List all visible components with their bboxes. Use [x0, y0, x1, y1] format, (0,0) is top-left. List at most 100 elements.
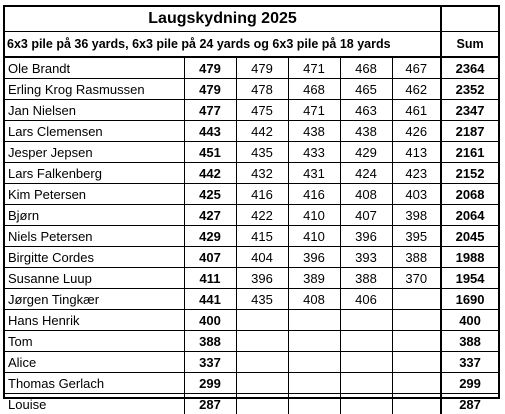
- score-2: [236, 352, 288, 373]
- score-5: 388: [392, 247, 441, 268]
- score-1: 441: [184, 289, 236, 310]
- archer-name: Kim Petersen: [5, 184, 184, 205]
- score-4: 408: [340, 184, 392, 205]
- score-5: [392, 331, 441, 352]
- score-sum: 2364: [441, 57, 498, 79]
- score-4: 468: [340, 57, 392, 79]
- score-5: 398: [392, 205, 441, 226]
- score-2: 478: [236, 79, 288, 100]
- score-2: 479: [236, 57, 288, 79]
- score-1: 429: [184, 226, 236, 247]
- score-sum: 388: [441, 331, 498, 352]
- score-2: 432: [236, 163, 288, 184]
- score-5: [392, 289, 441, 310]
- archer-name: Thomas Gerlach: [5, 373, 184, 394]
- score-3: 410: [288, 226, 340, 247]
- score-4: 388: [340, 268, 392, 289]
- archer-name: Louise: [5, 394, 184, 414]
- score-5: 403: [392, 184, 441, 205]
- results-sheet: Laugskydning 2025 6x3 pile på 36 yards, …: [3, 5, 500, 399]
- score-1: 479: [184, 57, 236, 79]
- score-3: 408: [288, 289, 340, 310]
- score-4: 465: [340, 79, 392, 100]
- score-1: 451: [184, 142, 236, 163]
- score-5: [392, 310, 441, 331]
- score-4: [340, 394, 392, 414]
- sum-header-blank: [441, 7, 498, 32]
- score-sum: 2161: [441, 142, 498, 163]
- archer-name: Lars Clemensen: [5, 121, 184, 142]
- score-3: 438: [288, 121, 340, 142]
- score-sum: 1988: [441, 247, 498, 268]
- archer-name: Bjørn: [5, 205, 184, 226]
- score-4: 393: [340, 247, 392, 268]
- archer-name: Alice: [5, 352, 184, 373]
- score-5: [392, 352, 441, 373]
- archer-name: Birgitte Cordes: [5, 247, 184, 268]
- title-row: Laugskydning 2025: [5, 7, 498, 32]
- score-4: [340, 373, 392, 394]
- score-4: 429: [340, 142, 392, 163]
- score-3: 396: [288, 247, 340, 268]
- score-3: 468: [288, 79, 340, 100]
- archer-name: Lars Falkenberg: [5, 163, 184, 184]
- score-3: 410: [288, 205, 340, 226]
- score-1: 427: [184, 205, 236, 226]
- score-1: 411: [184, 268, 236, 289]
- score-2: 442: [236, 121, 288, 142]
- score-2: 396: [236, 268, 288, 289]
- score-1: 479: [184, 79, 236, 100]
- archer-name: Hans Henrik: [5, 310, 184, 331]
- score-3: 431: [288, 163, 340, 184]
- score-5: 461: [392, 100, 441, 121]
- score-4: 406: [340, 289, 392, 310]
- archer-name: Ole Brandt: [5, 57, 184, 79]
- score-5: 395: [392, 226, 441, 247]
- score-3: 471: [288, 57, 340, 79]
- score-3: [288, 331, 340, 352]
- sum-column-header: Sum: [441, 32, 498, 58]
- score-sum: 2347: [441, 100, 498, 121]
- score-sum: 2068: [441, 184, 498, 205]
- sheet-title: Laugskydning 2025: [5, 7, 441, 32]
- results-table: Laugskydning 2025 6x3 pile på 36 yards, …: [5, 7, 498, 414]
- score-3: 471: [288, 100, 340, 121]
- score-3: 416: [288, 184, 340, 205]
- score-5: [392, 373, 441, 394]
- score-5: 426: [392, 121, 441, 142]
- score-5: 370: [392, 268, 441, 289]
- score-4: 424: [340, 163, 392, 184]
- score-5: 467: [392, 57, 441, 79]
- score-2: 404: [236, 247, 288, 268]
- score-sum: 1954: [441, 268, 498, 289]
- score-2: 415: [236, 226, 288, 247]
- score-5: 423: [392, 163, 441, 184]
- archer-name: Jan Nielsen: [5, 100, 184, 121]
- score-3: [288, 373, 340, 394]
- score-2: 435: [236, 289, 288, 310]
- score-3: 433: [288, 142, 340, 163]
- score-sum: 2064: [441, 205, 498, 226]
- score-2: [236, 331, 288, 352]
- score-2: 475: [236, 100, 288, 121]
- score-3: [288, 352, 340, 373]
- score-4: 463: [340, 100, 392, 121]
- score-1: 443: [184, 121, 236, 142]
- score-2: [236, 373, 288, 394]
- score-1: 407: [184, 247, 236, 268]
- score-1: 477: [184, 100, 236, 121]
